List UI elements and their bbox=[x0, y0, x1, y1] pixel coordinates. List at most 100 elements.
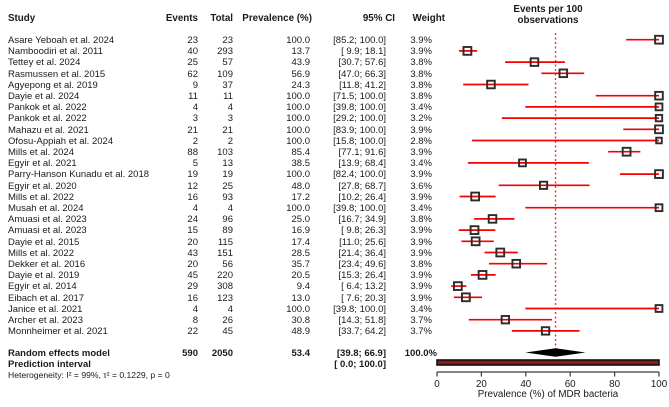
total-value: 220 bbox=[217, 270, 233, 282]
ci-value: [82.4; 100.0] bbox=[333, 169, 386, 181]
prevalence-value: 100.0 bbox=[286, 203, 310, 214]
estimate-square bbox=[511, 258, 522, 269]
study-row: Mills et al. 2024 88 103 85.4 [77.1; 91.6] 3.… bbox=[0, 147, 450, 158]
study-row: Dayie et al. 2019 45 220 20.5 [15.3; 26.4] 3.… bbox=[0, 270, 450, 281]
weight-value: 3.7% bbox=[410, 326, 432, 338]
ci-value: [23.4; 49.6] bbox=[338, 259, 386, 270]
estimate-square bbox=[529, 57, 540, 67]
study-label: Dayie et al. 2015 bbox=[8, 236, 80, 248]
estimate-square bbox=[654, 304, 664, 313]
ci-value: [39.8; 100.0] bbox=[333, 203, 386, 214]
total-value: 109 bbox=[217, 68, 233, 80]
prevalence-value: 48.0 bbox=[291, 180, 311, 192]
prevalence-value: 100.0 bbox=[286, 169, 310, 181]
study-row: Asare Yeboah et al. 2024 23 23 100.0 [85.2; … bbox=[0, 35, 450, 46]
study-row: Amuasi et al. 2023 24 96 25.0 [16.7; 34.9] 3.… bbox=[0, 214, 450, 225]
total-value: 4 bbox=[227, 303, 233, 315]
summary-ci: [39.8; 66.9] bbox=[336, 348, 386, 359]
plot-title-line1: Events per 100 bbox=[513, 4, 583, 15]
study-label: Mills et al. 2022 bbox=[8, 247, 75, 259]
study-row: Mahazu et al. 2021 21 21 100.0 [83.9; 100.0]… bbox=[0, 125, 450, 136]
summary-prevalence: 53.4 bbox=[291, 348, 311, 359]
events-value: 15 bbox=[187, 225, 198, 237]
events-value: 23 bbox=[187, 35, 198, 46]
estimate-square bbox=[500, 315, 511, 325]
estimate-square bbox=[470, 236, 481, 247]
prevalence-value: 85.4 bbox=[291, 147, 311, 158]
estimate-square bbox=[654, 90, 664, 101]
weight-value: 3.8% bbox=[410, 214, 432, 226]
ci-value: [39.8; 100.0] bbox=[333, 102, 386, 114]
study-label: Dekker et al. 2016 bbox=[8, 259, 86, 270]
ci-value: [15.8; 100.0] bbox=[333, 135, 386, 147]
prevalence-value: 20.5 bbox=[291, 270, 311, 282]
prevalence-value: 100.0 bbox=[286, 124, 310, 136]
x-axis-tick-label: 0 bbox=[434, 379, 440, 390]
column-header-weight: Weight bbox=[412, 13, 445, 24]
study-row: Egyir et al. 2020 12 25 48.0 [27.8; 68.7] 3.6… bbox=[0, 181, 450, 192]
summary-events: 590 bbox=[182, 348, 198, 359]
prevalence-value: 35.7 bbox=[291, 259, 311, 270]
prevalence-value: 17.2 bbox=[291, 191, 311, 203]
estimate-square bbox=[518, 158, 527, 168]
events-value: 5 bbox=[192, 158, 198, 170]
prevalence-value: 25.0 bbox=[291, 214, 311, 226]
x-axis-tick-label: 100 bbox=[651, 379, 668, 390]
estimate-square bbox=[469, 225, 480, 235]
study-label: Archer et al. 2023 bbox=[8, 315, 83, 326]
study-label: Tettey et al. 2024 bbox=[8, 57, 81, 69]
study-label: Dayie et al. 2024 bbox=[8, 91, 80, 102]
events-value: 3 bbox=[192, 113, 198, 125]
x-axis-title: Prevalence (%) of MDR bacteria bbox=[477, 389, 619, 400]
events-value: 9 bbox=[192, 79, 198, 91]
ci-value: [11.8; 41.2] bbox=[339, 79, 386, 91]
column-header-events: Events bbox=[165, 13, 198, 24]
summary-diamond bbox=[525, 348, 586, 357]
column-header-prevalence: Prevalence (%) bbox=[242, 13, 312, 24]
events-value: 16 bbox=[187, 191, 198, 203]
ci-value: [ 6.4; 13.2] bbox=[341, 281, 386, 293]
estimate-square bbox=[470, 191, 481, 202]
study-row: Dayie et al. 2015 20 115 17.4 [11.0; 25.6] 3.… bbox=[0, 237, 450, 248]
study-label: Parry-Hanson Kunadu et al. 2018 bbox=[8, 169, 150, 181]
total-value: 45 bbox=[222, 326, 233, 338]
ci-value: [15.3; 26.4] bbox=[338, 270, 386, 282]
estimate-square bbox=[477, 270, 488, 280]
prediction-interval-row: Prediction interval [ 0.0; 100.0] bbox=[0, 359, 450, 370]
total-value: 25 bbox=[222, 180, 233, 192]
weight-value: 3.9% bbox=[410, 124, 432, 136]
ci-value: [ 9.9; 18.1] bbox=[341, 46, 386, 58]
estimate-square bbox=[495, 247, 506, 258]
events-value: 4 bbox=[192, 303, 198, 315]
prevalence-value: 9.4 bbox=[296, 281, 310, 293]
x-axis-tick-label: 60 bbox=[565, 379, 576, 390]
events-value: 4 bbox=[192, 203, 198, 214]
prevalence-value: 24.3 bbox=[291, 79, 311, 91]
ci-value: [29.2; 100.0] bbox=[333, 113, 386, 125]
events-value: 45 bbox=[187, 270, 198, 282]
total-value: 23 bbox=[222, 35, 233, 46]
study-label: Amuasi et al. 2023 bbox=[8, 214, 87, 226]
total-value: 115 bbox=[217, 236, 233, 248]
weight-value: 3.6% bbox=[410, 180, 432, 192]
weight-value: 3.9% bbox=[410, 46, 432, 58]
events-value: 8 bbox=[192, 315, 198, 326]
prevalence-value: 100.0 bbox=[286, 91, 310, 102]
estimate-square bbox=[487, 214, 498, 224]
ci-value: [71.5; 100.0] bbox=[333, 91, 386, 102]
study-label: Egyir et al. 2021 bbox=[8, 158, 77, 170]
total-value: 96 bbox=[222, 214, 233, 226]
study-label: Musah et al. 2024 bbox=[8, 203, 84, 214]
plot-title-line2: observations bbox=[517, 15, 579, 26]
estimate-square bbox=[654, 124, 664, 135]
weight-value: 3.9% bbox=[410, 281, 432, 293]
weight-value: 3.9% bbox=[410, 225, 432, 237]
study-row: Archer et al. 2023 8 26 30.8 [14.3; 51.8] 3.7… bbox=[0, 315, 450, 326]
study-row: Tettey et al. 2024 25 57 43.9 [30.7; 57.6] 3.… bbox=[0, 57, 450, 68]
prevalence-value: 16.9 bbox=[291, 225, 311, 237]
prediction-interval-ci: [ 0.0; 100.0] bbox=[334, 359, 386, 370]
weight-value: 3.9% bbox=[410, 270, 432, 282]
study-label: Janice et al. 2021 bbox=[8, 303, 83, 315]
events-value: 2 bbox=[192, 135, 198, 147]
